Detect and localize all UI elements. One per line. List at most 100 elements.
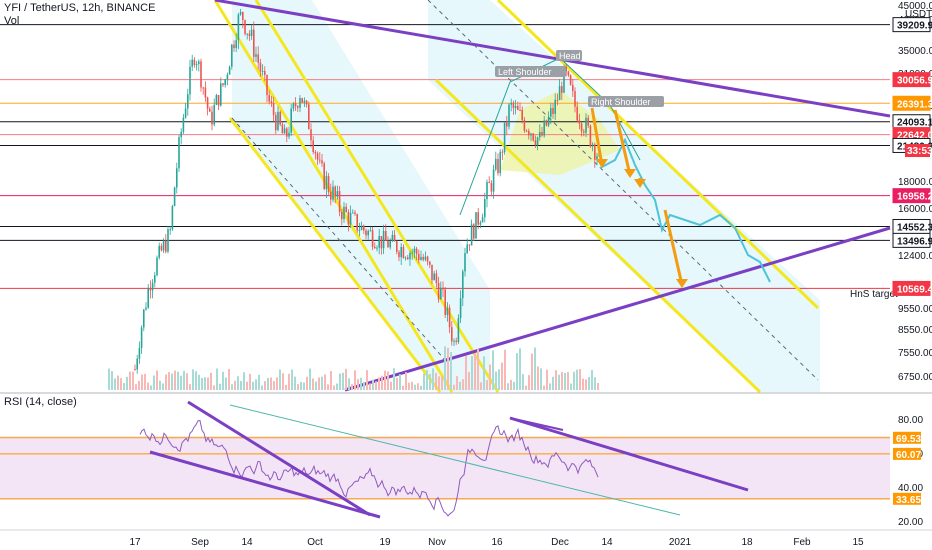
- volume-bar: [552, 376, 554, 390]
- volume-bar: [450, 352, 452, 390]
- right-shoulder-label-bg: [588, 96, 664, 107]
- volume-bar: [312, 378, 314, 390]
- candle-body: [200, 61, 202, 88]
- volume-bar: [210, 372, 212, 390]
- volume-bar: [471, 356, 473, 390]
- volume-bar: [492, 350, 494, 390]
- volume-bar: [126, 376, 128, 390]
- volume-bar: [501, 362, 503, 390]
- candle-body: [187, 94, 189, 109]
- arrow-head-3: [676, 279, 688, 288]
- volume-bar: [588, 376, 590, 390]
- channel-mid-right: [427, 0, 819, 381]
- candle-body: [448, 307, 451, 328]
- candle-body: [319, 159, 321, 161]
- right-shoulder-label: Right Shoulder: [591, 97, 651, 107]
- price-axis-tick-7: 12400.00: [898, 251, 932, 262]
- x-axis-tick-7: Dec: [551, 537, 569, 548]
- candle-body: [561, 86, 563, 93]
- volume-bar: [237, 376, 239, 390]
- volume-bar: [111, 371, 113, 390]
- volume-bar: [540, 368, 542, 390]
- volume-bar: [138, 381, 140, 390]
- channel-line-2: [228, 117, 442, 393]
- candle-body: [457, 318, 460, 343]
- volume-bar: [177, 371, 179, 390]
- volume-bar: [462, 379, 464, 390]
- volume-bar: [525, 385, 527, 390]
- volume-bar: [426, 370, 428, 390]
- volume-bar: [522, 374, 524, 390]
- rsi-title[interactable]: RSI (14, close): [4, 396, 77, 408]
- candle-body: [587, 117, 589, 126]
- candle-body: [349, 212, 352, 225]
- candle-body: [154, 275, 156, 283]
- candle-body: [508, 104, 510, 127]
- candle-body: [501, 151, 504, 153]
- volume-bar: [366, 370, 368, 390]
- volume-bar: [285, 384, 287, 390]
- volume-bar: [405, 372, 407, 390]
- volume-label[interactable]: Vol: [4, 15, 20, 27]
- hns-fill: [500, 90, 620, 175]
- x-axis-tick-5: Nov: [428, 537, 446, 548]
- volume-bar: [408, 382, 410, 390]
- rsi-band-box-1: [893, 447, 921, 460]
- volume-bar: [576, 369, 578, 390]
- candle-body: [167, 229, 169, 252]
- candle-body: [488, 182, 490, 184]
- candle-body: [572, 84, 574, 92]
- volume-bar: [309, 368, 311, 390]
- rsi-axis-tick-3: 20.00: [898, 517, 923, 528]
- candle-body: [281, 124, 284, 134]
- volume-bar: [276, 377, 278, 390]
- candle-body: [222, 83, 224, 86]
- symbol-label[interactable]: YFI / TetherUS, 12h, BINANCE: [4, 2, 156, 14]
- candle-body: [334, 186, 336, 197]
- candle-body: [451, 327, 453, 342]
- volume-bar: [387, 371, 389, 390]
- volume-bar: [486, 380, 488, 390]
- candle-body: [380, 236, 383, 249]
- volume-bar: [252, 381, 254, 390]
- x-axis-tick-12: 15: [852, 537, 864, 548]
- price-level-box-0: [892, 17, 931, 33]
- volume-bar: [165, 374, 167, 390]
- volume-bar: [240, 380, 242, 390]
- candle-body: [525, 130, 528, 132]
- candle-body: [519, 109, 521, 111]
- volume-bar: [354, 370, 356, 390]
- volume-bar: [150, 385, 152, 390]
- volume-bar: [258, 374, 260, 390]
- candle-body: [523, 120, 526, 131]
- candle-body: [550, 108, 552, 117]
- volume-bar: [543, 385, 545, 390]
- candle-body: [191, 59, 193, 67]
- volume-bar: [333, 385, 335, 390]
- volume-bar: [441, 375, 443, 390]
- candle-body: [211, 111, 213, 125]
- candle-body: [277, 111, 279, 131]
- volume-bar: [495, 371, 497, 390]
- candle-body: [138, 347, 141, 359]
- candle-body: [409, 252, 411, 260]
- candle-body: [220, 83, 222, 106]
- candle-body: [521, 109, 523, 121]
- candle-body: [444, 289, 446, 316]
- volume-bar: [156, 370, 158, 390]
- candle-body: [338, 191, 341, 212]
- volume-bar: [423, 373, 425, 390]
- price-level-box-6: [892, 188, 931, 204]
- candle-body: [202, 87, 204, 89]
- candle-body: [156, 257, 158, 276]
- candle-body: [215, 95, 218, 105]
- candle-body: [369, 230, 372, 232]
- rsi-band: [0, 436, 890, 500]
- candle-body: [147, 287, 149, 308]
- volume-bar: [528, 375, 530, 390]
- candle-body: [182, 117, 185, 132]
- candle-body: [418, 254, 420, 260]
- x-axis-tick-8: 14: [601, 537, 613, 548]
- volume-bar: [117, 375, 119, 390]
